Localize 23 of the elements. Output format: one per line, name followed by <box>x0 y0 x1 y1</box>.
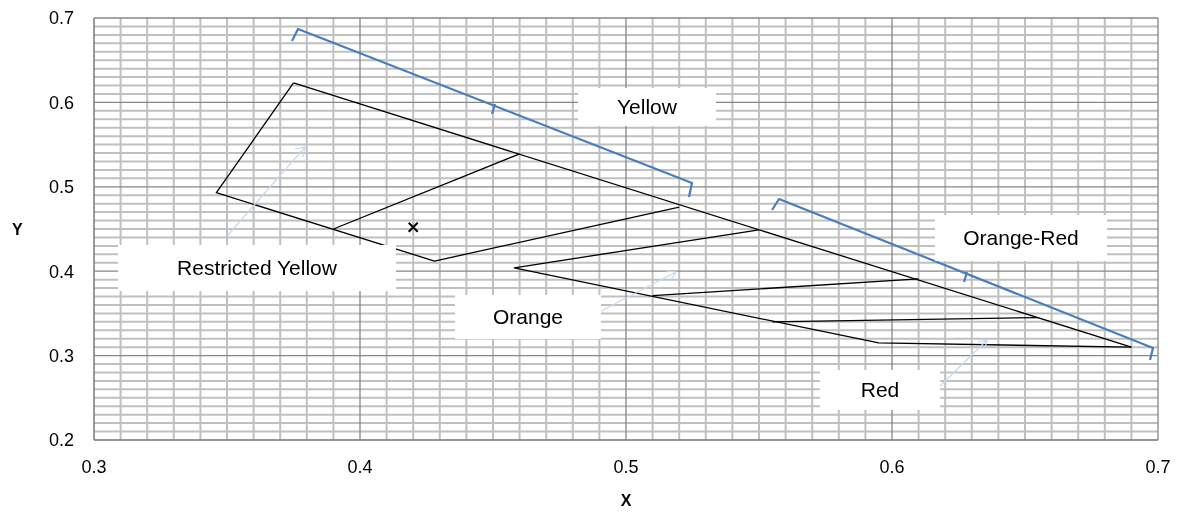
annotation: Orange-Red <box>963 226 1079 250</box>
y-axis-title: Y <box>12 220 23 238</box>
y-tick-label: 0.6 <box>48 92 74 113</box>
x-tick-label: 0.4 <box>347 456 373 477</box>
y-tick-label: 0.5 <box>48 177 74 198</box>
x-tick-label: 0.7 <box>1145 456 1171 477</box>
text-box: Orange-Red <box>935 215 1107 261</box>
annotation: Red <box>860 378 900 402</box>
x-axis-title: X <box>620 492 632 509</box>
annotation: Restricted Yellow <box>177 256 337 280</box>
y-tick-label: 0.4 <box>48 261 74 282</box>
x-tick-label: 0.5 <box>613 456 639 477</box>
x-tick-label: 0.6 <box>879 456 905 477</box>
y-tick-label: 0.2 <box>48 430 74 451</box>
y-tick-label: 0.7 <box>48 8 74 29</box>
text-box: Yellow <box>578 88 716 126</box>
text-box: Orange <box>455 295 601 339</box>
text-box: Red <box>820 370 940 410</box>
y-tick-label: 0.3 <box>48 345 74 366</box>
x-tick-label: 0.3 <box>81 456 107 477</box>
annotation: Yellow <box>617 95 677 119</box>
annotation: Orange <box>492 305 564 329</box>
text-box: Restricted Yellow <box>118 245 396 291</box>
